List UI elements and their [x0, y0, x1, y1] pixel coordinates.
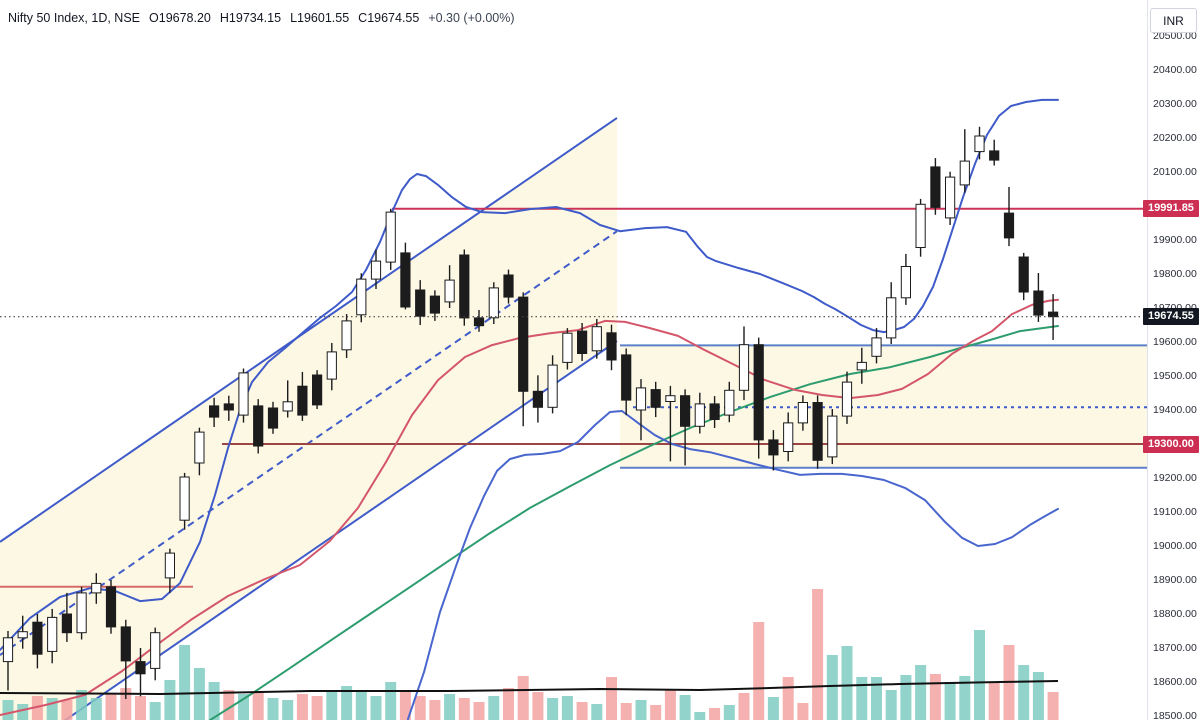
ma-blue-slow-line [407, 410, 1059, 720]
volume-ma [0, 680, 1059, 696]
last-price-tag: 19674.55 [1143, 308, 1199, 326]
volume-bars [2, 589, 1059, 720]
ohlc-close: C19674.55 [358, 11, 420, 25]
axis-tick: 19600.00 [1153, 336, 1197, 348]
price-axis[interactable]: 20500.00 20400.00 20300.00 20200.00 20100.00… [1147, 0, 1200, 720]
axis-tick: 18600.00 [1153, 676, 1197, 688]
axis-tick: 19100.00 [1153, 506, 1197, 518]
ma-red-line [0, 298, 1059, 716]
ma-green-line [209, 325, 1059, 720]
axis-tick: 20200.00 [1153, 132, 1197, 144]
axis-tick: 18700.00 [1153, 642, 1197, 654]
axis-tick: 20100.00 [1153, 166, 1197, 178]
price-chart-canvas[interactable] [0, 0, 1147, 720]
axis-tick: 20400.00 [1153, 64, 1197, 76]
axis-tick: 19500.00 [1153, 370, 1197, 382]
axis-tick: 19200.00 [1153, 472, 1197, 484]
volume-ma-line [0, 680, 1059, 696]
axis-tick: 20500.00 [1153, 30, 1197, 42]
axis-tick: 20300.00 [1153, 98, 1197, 110]
ohlc-high: H19734.15 [219, 11, 282, 25]
axis-tick: 19000.00 [1153, 540, 1197, 552]
axis-tick: 18800.00 [1153, 608, 1197, 620]
symbol-title[interactable]: Nifty 50 Index, 1D, NSE [8, 11, 141, 25]
ohlc-low: L19601.55 [290, 11, 350, 25]
chart-legend: Nifty 50 Index, 1D, NSE O19678.20 H19734… [8, 8, 515, 28]
axis-tick: 19900.00 [1153, 234, 1197, 246]
currency-toggle-button[interactable]: INR [1150, 8, 1197, 33]
level-price-tag-19300: 19300.00 [1143, 435, 1199, 453]
axis-tick: 19400.00 [1153, 404, 1197, 416]
ohlc-open: O19678.20 [149, 11, 211, 25]
axis-tick: 18900.00 [1153, 574, 1197, 586]
level-price-tag-19991: 19991.85 [1143, 200, 1199, 218]
axis-tick: 18500.00 [1153, 710, 1197, 720]
candles-layer [2, 126, 1059, 699]
axis-tick: 19800.00 [1153, 268, 1197, 280]
change-value: +0.30 (+0.00%) [428, 11, 515, 25]
